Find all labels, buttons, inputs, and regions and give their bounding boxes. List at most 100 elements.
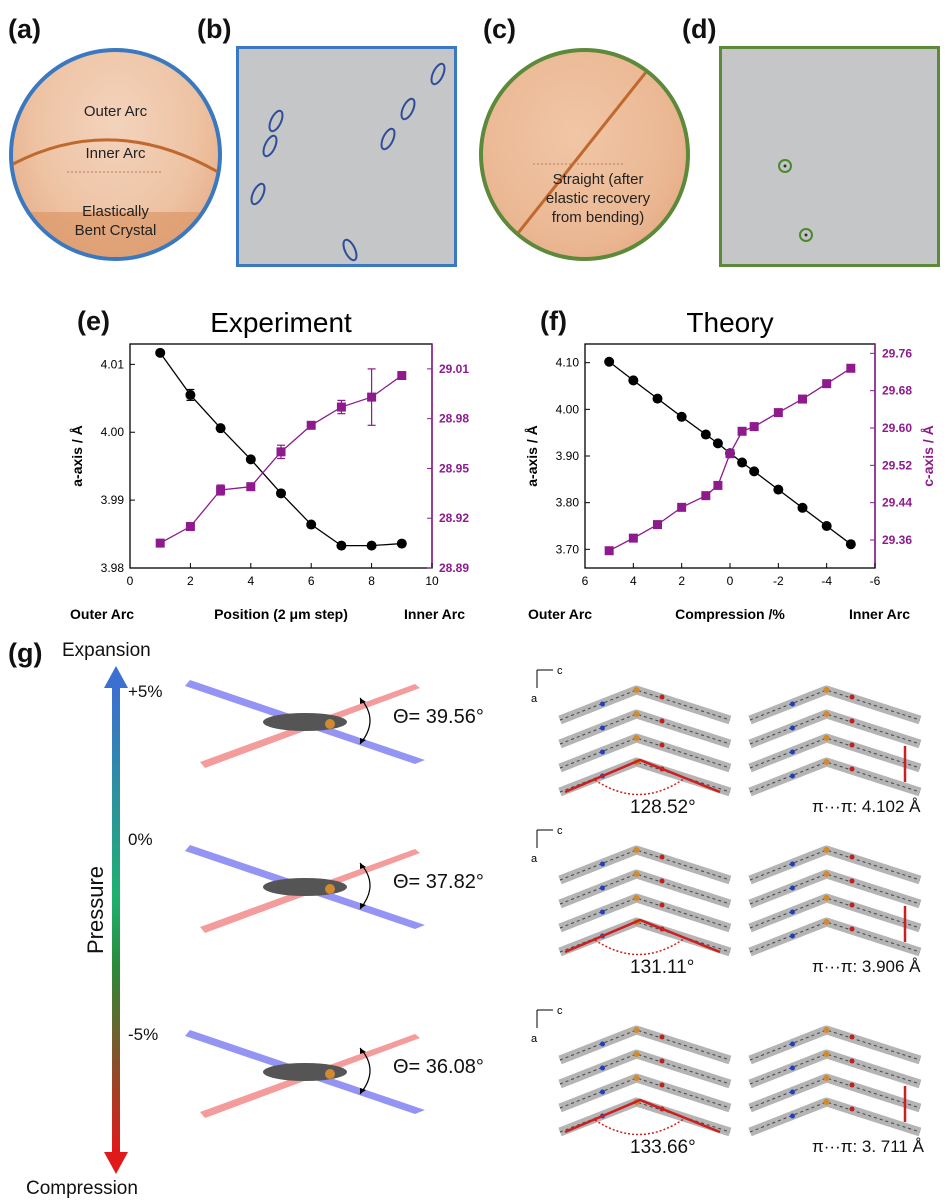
data-point-left — [712, 438, 723, 449]
electron-diffraction-d — [719, 46, 940, 267]
data-point-left — [628, 375, 639, 386]
data-point-right — [306, 420, 316, 430]
molecule-planes — [185, 845, 425, 933]
data-point-right — [749, 422, 759, 432]
strain-row: -5% Θ= 36.08° c a 133.66° π···π: 3. 711 Å — [0, 1000, 951, 1170]
y-right-tick-label: 28.95 — [439, 461, 469, 475]
molecule — [748, 893, 922, 933]
x-tick-label: 6 — [582, 574, 589, 588]
data-point-right — [773, 408, 783, 418]
data-point-right — [798, 394, 807, 404]
y-left-tick-label: 3.70 — [556, 542, 580, 556]
x-tick-label: 8 — [368, 574, 375, 588]
pressure-gradient-arrow — [104, 666, 128, 1174]
dihedral-angle-value: Θ= 37.82° — [393, 871, 484, 893]
x-tick-label: 2 — [678, 574, 685, 588]
x-tick-label: 2 — [187, 574, 194, 588]
data-point-left — [700, 429, 711, 440]
crystal-packing: ca — [531, 825, 922, 957]
theory-chart: Theory 6 4 2 0 -2 -4 -6 3.70 3.80 3.90 4.00 4.10 29.3… — [524, 307, 936, 622]
data-point-right — [822, 379, 832, 389]
bend-angle-lines — [564, 758, 721, 794]
molecule — [748, 757, 922, 797]
panel-label-c: (c) — [483, 14, 516, 44]
y-left-tick-label: 3.99 — [101, 493, 125, 507]
x-tick-label: 10 — [425, 574, 439, 588]
bend-angle-value: 131.11° — [630, 957, 695, 978]
y-right-tick-label: 29.52 — [882, 458, 912, 472]
pi-stacking-distance: π···π: 4.102 Å — [812, 797, 921, 816]
bromine-atom — [325, 719, 335, 729]
panel-label-e: (e) — [77, 306, 110, 336]
bromine-atom — [325, 1069, 335, 1079]
x-tick-label: 6 — [308, 574, 315, 588]
y-right-axis-label: c-axis / Å — [920, 425, 936, 486]
data-point-left — [797, 502, 808, 513]
data-point-left — [604, 356, 615, 367]
panel-label-d: (d) — [682, 14, 717, 44]
bend-angle-value: 128.52° — [630, 797, 696, 818]
molecule — [558, 1049, 732, 1089]
x-tick-label: 0 — [127, 574, 134, 588]
molecule — [748, 685, 922, 725]
x-axis-label: Position (2 μm step) — [214, 606, 348, 622]
data-point-right — [246, 482, 256, 492]
molecule — [748, 845, 922, 885]
molecule — [748, 709, 922, 749]
x-axis-label: Compression /% — [675, 606, 785, 622]
bromine-atom — [325, 884, 335, 894]
bent-crystal-line2: Bent Crystal — [74, 222, 157, 239]
x-tick-label: -4 — [821, 574, 832, 588]
data-point-left — [652, 393, 663, 404]
data-point-left — [245, 454, 256, 465]
data-point-right — [628, 533, 638, 543]
crystal-packing: ca — [531, 1005, 922, 1137]
x-tick-label: -2 — [773, 574, 784, 588]
y-right-tick-label: 29.76 — [882, 346, 912, 360]
data-point-right — [737, 426, 747, 436]
strain-label: +5% — [128, 682, 163, 701]
x-tick-label: 4 — [630, 574, 637, 588]
data-point-right — [604, 546, 614, 556]
y-left-tick-label: 3.98 — [101, 561, 125, 575]
data-point-right — [653, 520, 662, 530]
expansion-label: Expansion — [62, 640, 151, 661]
panel-label-g: (g) — [8, 638, 43, 668]
y-right-tick-label: 28.92 — [439, 511, 469, 525]
data-point-right — [725, 449, 735, 459]
molecule — [558, 1073, 732, 1113]
pi-stacking-distance: π···π: 3. 711 Å — [812, 1137, 924, 1156]
chart-title: Theory — [686, 307, 773, 338]
molecule — [558, 869, 732, 909]
x-tick-label: 4 — [247, 574, 254, 588]
electron-diffraction-b — [236, 46, 457, 267]
data-point-right — [155, 538, 165, 548]
molecule-planes — [185, 1030, 425, 1118]
dihedral-angle-value: Θ= 39.56° — [393, 706, 484, 728]
outer-arc-axis-label: Outer Arc — [70, 606, 134, 622]
strain-row: +5% Θ= 39.56° c a 128.52° π···π: 4.102 Å — [0, 660, 951, 830]
y-right-tick-label: 28.98 — [439, 412, 469, 426]
data-point-right — [677, 502, 687, 512]
data-point-left — [276, 488, 286, 499]
molecule-planes — [185, 680, 425, 768]
y-right-tick-label: 28.89 — [439, 561, 469, 575]
crystal-straight-line — [501, 56, 660, 253]
data-point-left — [185, 389, 196, 400]
molecule — [558, 733, 732, 773]
y-left-axis-label: a-axis / Å — [524, 425, 540, 486]
molecule — [748, 733, 922, 773]
bent-crystal-micrograph: Outer Arc Inner Arc Elastically Bent Cry… — [9, 48, 222, 261]
strain-label: -5% — [128, 1025, 159, 1044]
series-line-right — [608, 367, 852, 552]
diffraction-spots-b — [250, 62, 446, 262]
y-left-tick-label: 3.90 — [556, 449, 580, 463]
x-tick-label: -6 — [870, 574, 881, 588]
experiment-chart: Experiment 0 2 4 6 8 10 3.98 3.99 4.00 4.01 28.89 28… — [69, 307, 469, 622]
straight-crystal-micrograph: Straight (after elastic recovery from be… — [479, 48, 690, 261]
molecule — [748, 1025, 922, 1065]
y-right-tick-label: 29.44 — [882, 496, 912, 510]
bend-angle-value: 133.66° — [630, 1137, 696, 1158]
inner-arc-axis-label: Inner Arc — [849, 606, 910, 622]
molecule — [748, 1097, 922, 1137]
